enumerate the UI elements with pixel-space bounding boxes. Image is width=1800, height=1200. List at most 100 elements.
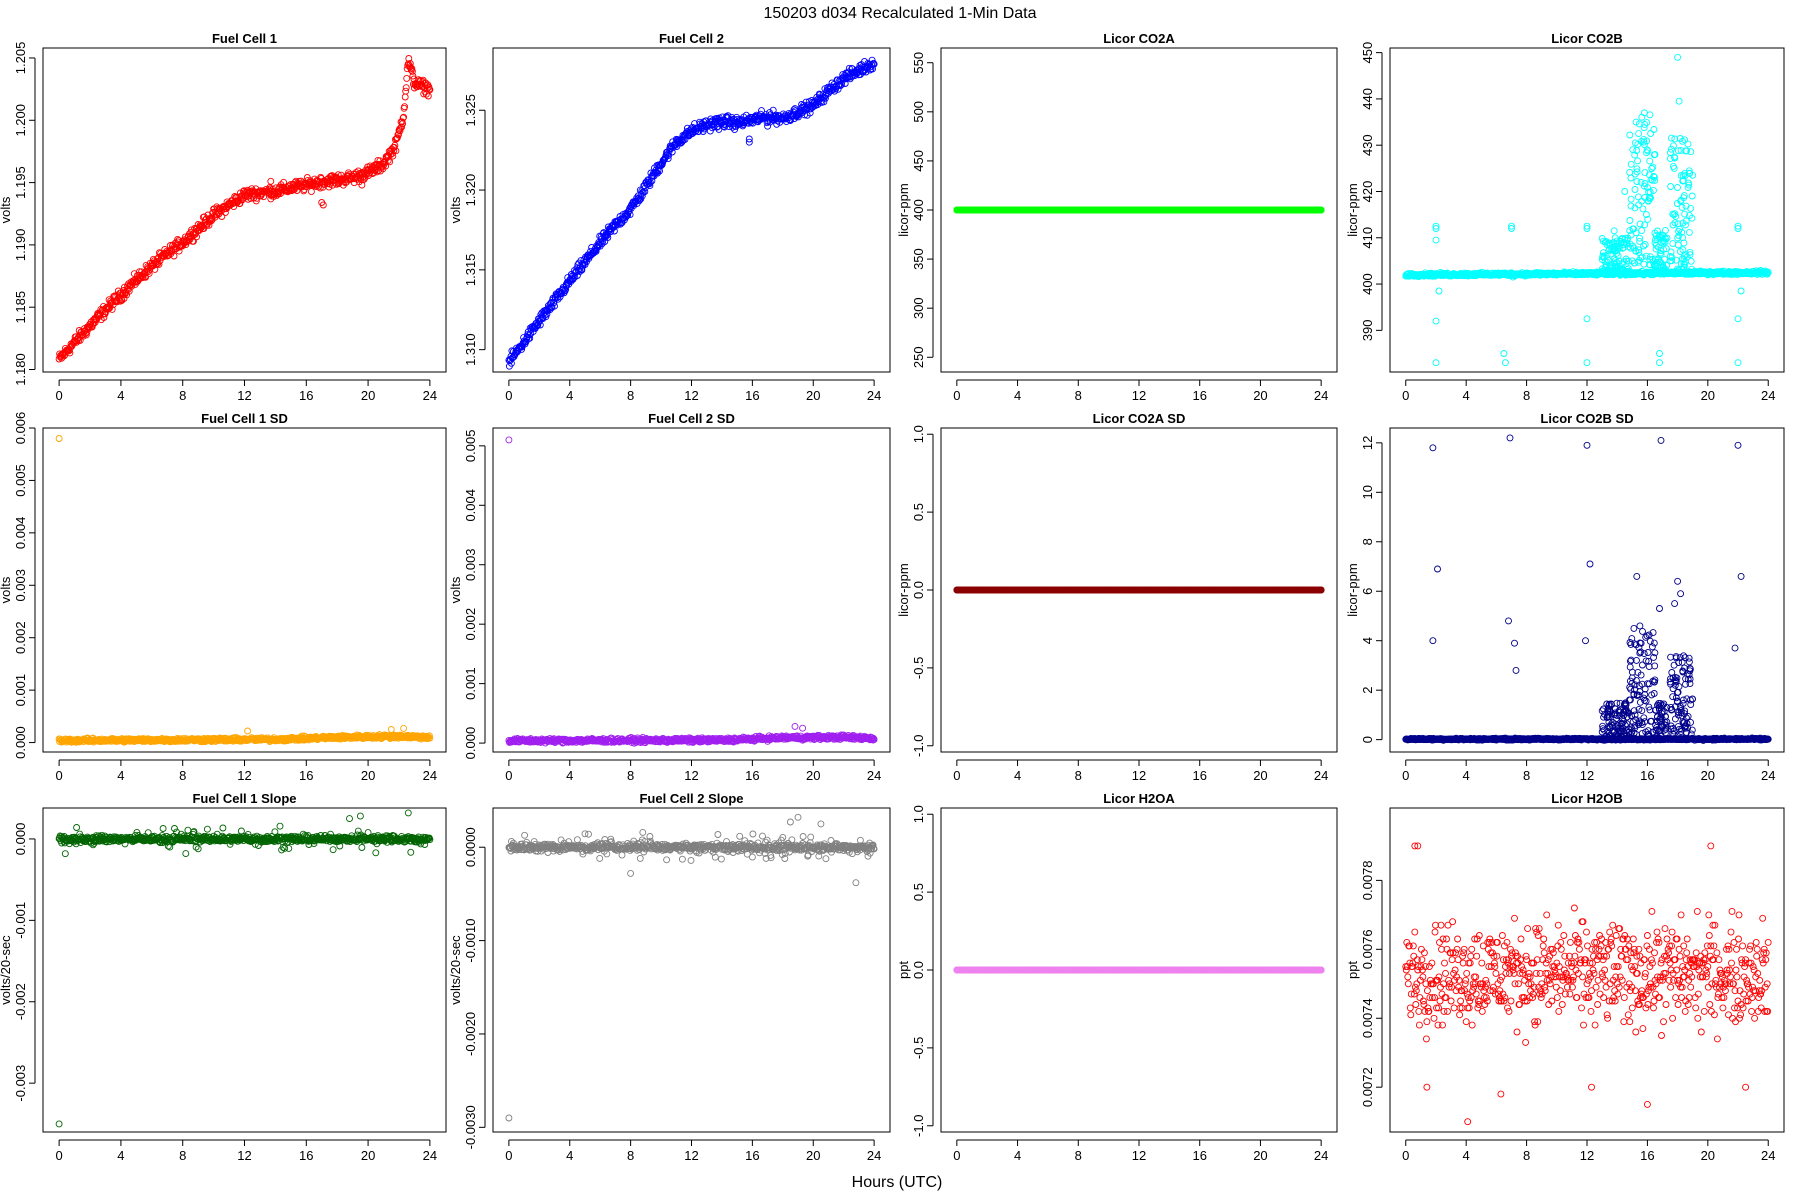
data-point bbox=[1671, 154, 1679, 162]
data-point bbox=[1630, 259, 1638, 267]
plot-frame bbox=[492, 47, 891, 373]
data-point bbox=[145, 269, 153, 277]
data-point bbox=[1667, 183, 1675, 190]
x-tick-label: 0 bbox=[505, 768, 512, 783]
y-tick-label: 1.315 bbox=[463, 254, 478, 287]
x-tick-label: 20 bbox=[806, 388, 820, 403]
x-tick-label: 16 bbox=[1640, 388, 1654, 403]
data-point bbox=[1681, 210, 1689, 218]
points-group bbox=[55, 435, 434, 746]
data-point bbox=[1648, 165, 1656, 172]
data-point bbox=[1680, 264, 1688, 272]
data-point bbox=[1680, 194, 1688, 202]
y-tick-label: 250 bbox=[911, 346, 926, 368]
data-point bbox=[1613, 240, 1621, 248]
data-point bbox=[307, 188, 315, 196]
data-point bbox=[1602, 270, 1610, 278]
data-point bbox=[1644, 147, 1652, 155]
data-point bbox=[1611, 260, 1619, 268]
data-point bbox=[170, 252, 178, 260]
x-tick-label: 24 bbox=[423, 388, 437, 403]
y-tick-label: 400 bbox=[911, 199, 926, 221]
data-point bbox=[402, 84, 410, 92]
data-point bbox=[870, 60, 878, 68]
x-tick-label: 4 bbox=[566, 388, 573, 403]
data-point bbox=[1640, 242, 1648, 250]
data-point bbox=[745, 138, 753, 146]
data-point bbox=[1633, 168, 1641, 176]
data-point bbox=[1651, 263, 1659, 270]
x-tick-label: 20 bbox=[1701, 388, 1715, 403]
y-tick-label: 400 bbox=[1360, 273, 1375, 295]
x-tick-label: 8 bbox=[179, 388, 186, 403]
data-point bbox=[1670, 211, 1678, 219]
y-axis-label: volts bbox=[448, 576, 463, 603]
data-point bbox=[1611, 234, 1619, 242]
data-point bbox=[1685, 228, 1693, 236]
y-tick-label: 1.185 bbox=[13, 291, 28, 324]
y-tick-label: 0.001 bbox=[13, 674, 28, 707]
y-tick-label: 0.000 bbox=[463, 727, 478, 760]
data-point bbox=[1636, 234, 1644, 242]
data-point bbox=[821, 94, 829, 102]
data-point bbox=[1317, 206, 1325, 214]
x-tick-label: 12 bbox=[1132, 388, 1146, 403]
y-tick-label: 0.003 bbox=[463, 548, 478, 581]
x-tick-label: 16 bbox=[1192, 388, 1206, 403]
data-point bbox=[1627, 195, 1635, 203]
x-tick-label: 12 bbox=[237, 768, 251, 783]
data-point bbox=[174, 235, 182, 243]
data-point bbox=[1656, 249, 1664, 257]
data-point bbox=[1641, 120, 1649, 128]
data-point bbox=[155, 260, 163, 268]
data-point bbox=[1623, 239, 1631, 247]
x-axis: 0 4 8 12 16 20 24 bbox=[505, 759, 881, 783]
data-point bbox=[1656, 350, 1663, 357]
data-point bbox=[387, 726, 395, 733]
panel-title: Licor CO2A bbox=[1103, 31, 1175, 46]
y-tick-label: 1.310 bbox=[463, 333, 478, 366]
x-tick-label: 24 bbox=[1314, 388, 1328, 403]
data-point bbox=[1680, 260, 1688, 268]
data-point bbox=[1734, 222, 1742, 230]
x-axis: 0 4 8 12 16 20 24 bbox=[505, 379, 881, 403]
x-tick-label: 20 bbox=[361, 768, 375, 783]
data-point bbox=[1435, 287, 1443, 295]
data-point bbox=[398, 123, 406, 131]
y-tick-label: 390 bbox=[1360, 319, 1375, 341]
y-tick-label: 1.190 bbox=[13, 229, 28, 262]
data-point bbox=[1673, 265, 1681, 273]
data-point bbox=[1674, 53, 1682, 61]
y-tick-label: 0.005 bbox=[13, 464, 28, 497]
data-point bbox=[1682, 251, 1690, 259]
data-point bbox=[1636, 220, 1644, 228]
data-point bbox=[1651, 236, 1659, 244]
x-tick-label: 12 bbox=[684, 388, 698, 403]
data-point bbox=[1679, 137, 1686, 145]
data-point bbox=[845, 64, 853, 72]
data-point bbox=[1650, 126, 1658, 133]
x-tick-label: 20 bbox=[1253, 388, 1267, 403]
data-point bbox=[1627, 244, 1634, 252]
data-point bbox=[1639, 205, 1647, 213]
data-point bbox=[334, 171, 342, 179]
data-point bbox=[1640, 135, 1648, 143]
data-point bbox=[1613, 258, 1621, 266]
data-point bbox=[1678, 255, 1686, 263]
data-point bbox=[1648, 176, 1656, 184]
data-point bbox=[668, 148, 676, 156]
data-point bbox=[405, 55, 413, 62]
data-point bbox=[551, 302, 558, 310]
data-point bbox=[1669, 221, 1677, 229]
data-point bbox=[1663, 262, 1671, 270]
panel-title: Fuel Cell 1 bbox=[212, 31, 277, 46]
y-tick-label: 1.195 bbox=[13, 166, 28, 199]
y-axis-label: volts bbox=[0, 576, 13, 603]
y-tick-label: 500 bbox=[911, 101, 926, 123]
data-point bbox=[1638, 137, 1645, 145]
